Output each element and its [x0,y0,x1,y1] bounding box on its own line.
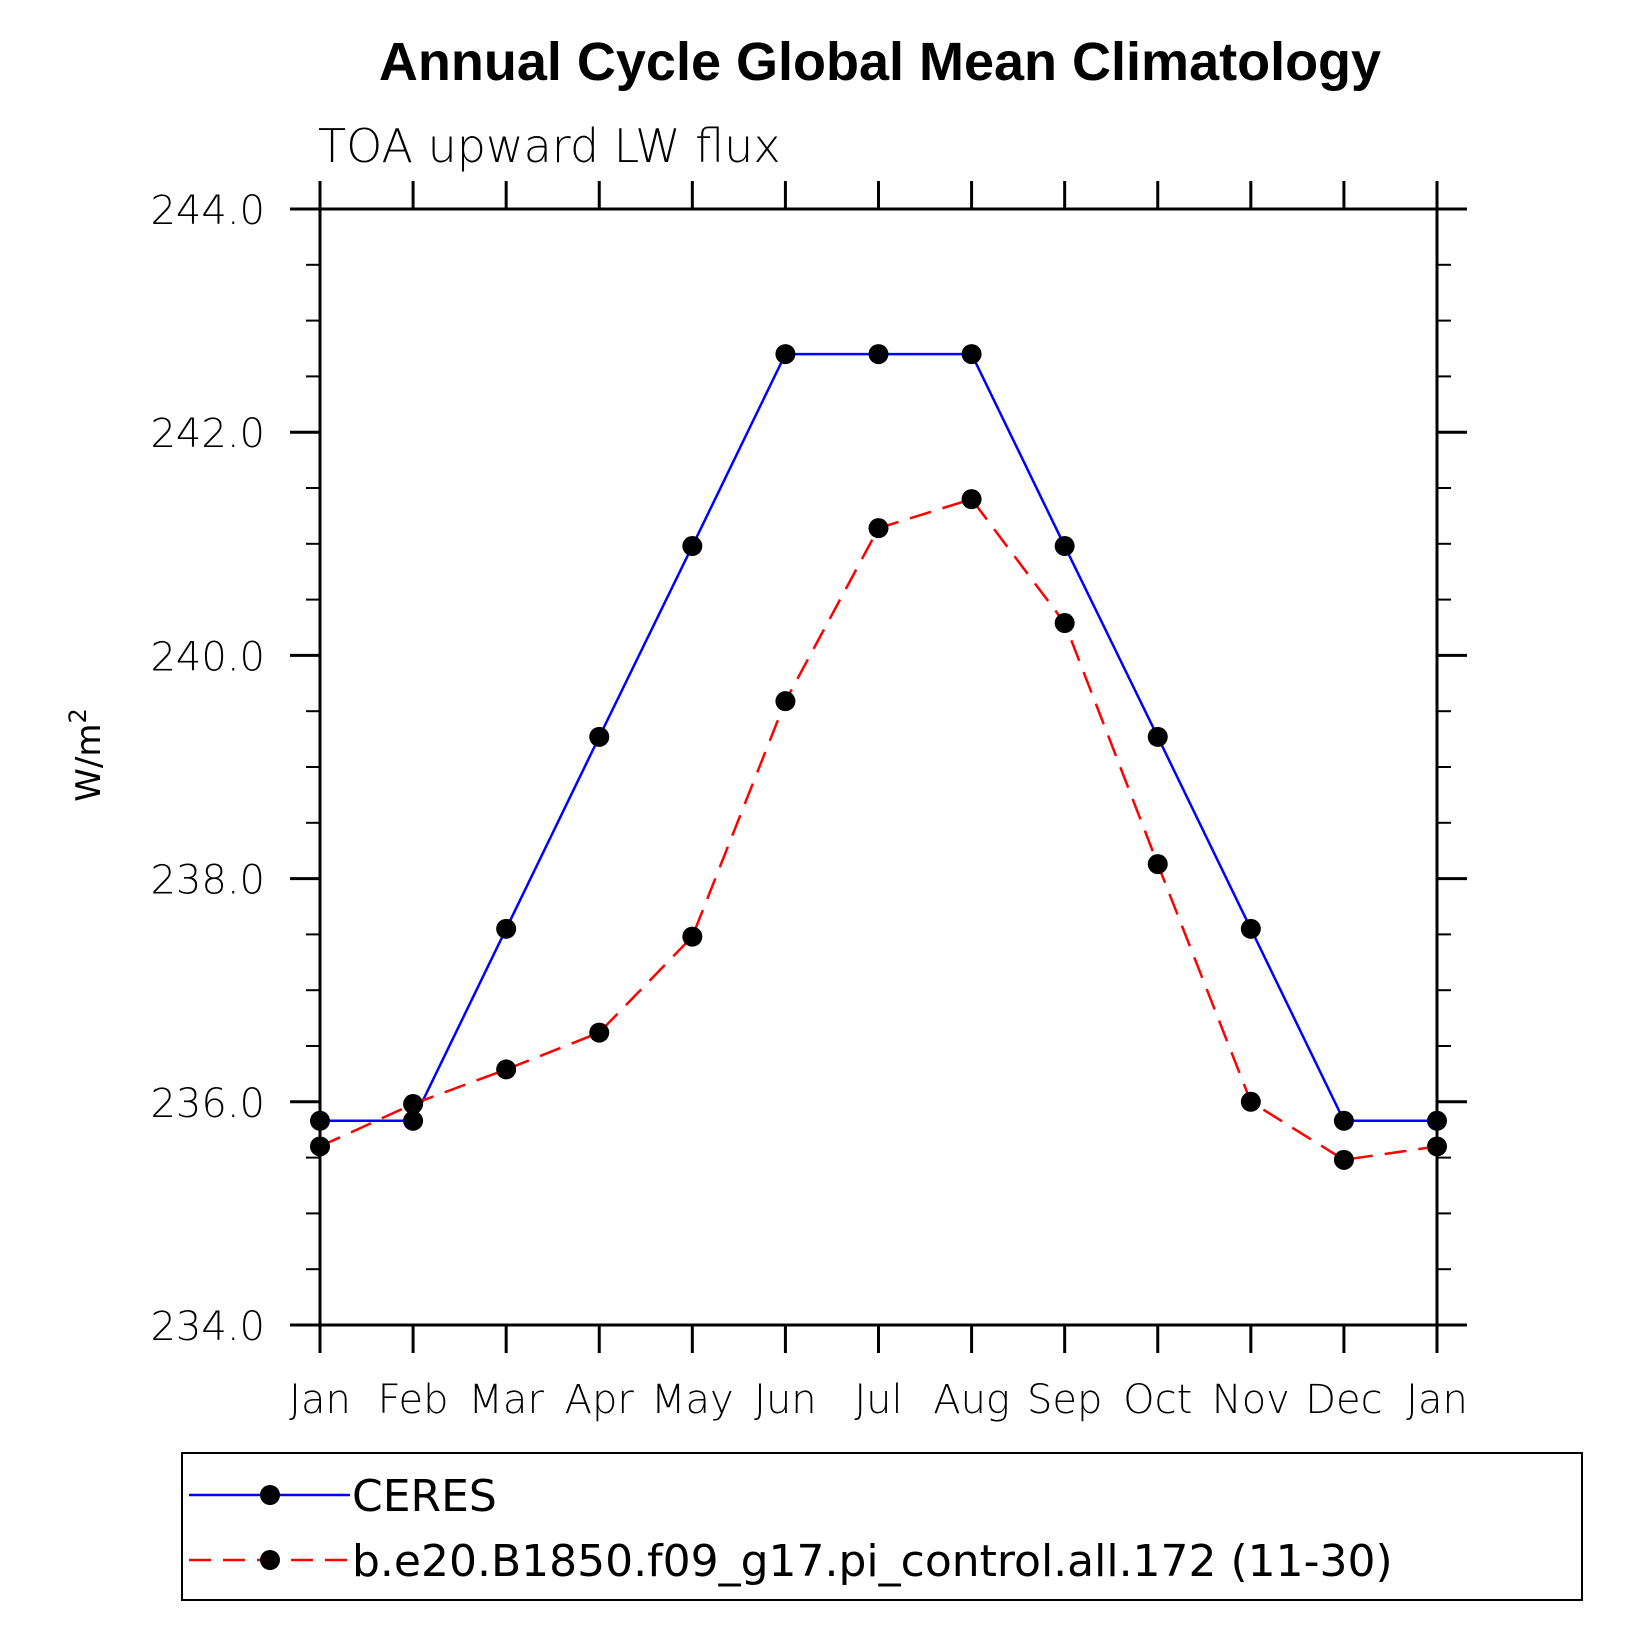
data-point [682,926,703,947]
data-point [1054,536,1075,557]
data-point [496,918,517,939]
x-tick-label: Jul [854,1377,902,1423]
x-tick-label: Jan [1406,1377,1468,1423]
data-point [310,1110,330,1131]
x-tick-label: Jun [754,1377,817,1423]
chart-subtitle: TOA upward LW flux [318,119,781,173]
y-tick-label: 234.0 [150,1304,265,1350]
plot-frame [318,207,1439,1327]
data-point [868,344,889,365]
data-point [1147,854,1168,875]
legend-marker-0 [260,1485,280,1505]
data-point [1427,1110,1447,1131]
data-point [775,691,796,712]
data-point [682,536,703,557]
y-tick-label: 244.0 [150,188,265,234]
x-tick-label: Apr [565,1377,635,1423]
x-tick-label: Nov [1212,1377,1290,1423]
legend-label-0: CERES [352,1471,497,1522]
x-tick-label: Sep [1027,1377,1102,1423]
svg-text:W/m2: W/m2 [64,708,109,801]
data-point [403,1110,424,1131]
data-point [589,726,610,747]
data-point [868,518,889,539]
data-point [1054,613,1075,634]
chart-title: Annual Cycle Global Mean Climatology [379,32,1381,92]
x-tick-label: Mar [468,1377,544,1423]
series-line-1 [319,497,1438,1162]
data-point [1240,1091,1261,1112]
data-point [310,1136,330,1157]
series-line-0 [320,352,1437,1123]
y-axis-label-superscript: 2 [64,708,92,723]
x-tick-label: Dec [1305,1377,1382,1423]
y-axis-label: W/m2 [64,708,109,801]
legend-box [181,1452,1583,1601]
data-point [496,1059,517,1080]
data-point [1240,918,1261,939]
plot-area: 234.0 236.0 238.0 240.0 242.0 244.0 Jan Feb Mar A… [150,181,1468,1423]
legend: CERES b.e20.B1850.f09_g17.pi_control.all.… [181,1452,1583,1601]
data-point [1427,1136,1447,1157]
data-point [1147,726,1168,747]
y-tick-label: 242.0 [150,411,265,457]
x-tick-label: Oct [1123,1377,1192,1423]
x-tick-label: Jan [289,1377,351,1423]
x-tick-label: Feb [378,1377,449,1423]
y-tick-label: 238.0 [150,858,265,904]
data-point [775,344,796,365]
y-axis-label-base: W/m [69,724,109,802]
legend-label-1: b.e20.B1850.f09_g17.pi_control.all.172 (… [352,1536,1393,1587]
data-point [589,1022,610,1043]
data-point [1333,1149,1354,1170]
y-tick-label: 240.0 [150,634,265,680]
y-tick-label: 236.0 [150,1081,265,1127]
data-point [961,344,982,365]
x-tick-label: May [651,1377,734,1423]
legend-marker-1 [260,1550,280,1570]
data-point [961,489,982,510]
data-point [403,1094,424,1115]
data-point [1333,1110,1354,1131]
x-tick-label: Aug [933,1377,1010,1423]
